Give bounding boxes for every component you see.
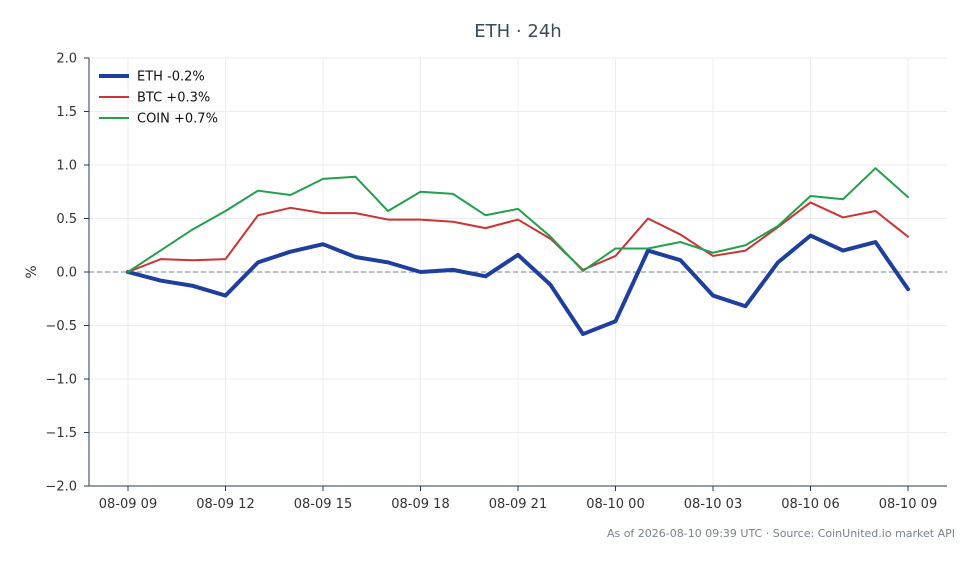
x-tick-label: 08-09 15 (294, 497, 352, 512)
legend-label-1: ETH -0.2% (137, 70, 205, 85)
series-line-1 (126, 233, 910, 337)
y-tick-label: 1.5 (56, 105, 77, 120)
series-line-3 (127, 167, 909, 273)
legend-label-3: COIN +0.7% (137, 112, 218, 127)
y-axis-ticks: 2.0 1.5 1.0 0.5 0.0 −0.5 −1.0 −1.5 −2.0 (45, 52, 89, 495)
y-tick-label: 2.0 (56, 52, 77, 67)
x-tick-label: 08-10 06 (781, 497, 839, 512)
x-axis-ticks: 08-09 09 08-09 12 08-09 15 08-09 18 08-09 21… (99, 486, 937, 512)
y-axis-label: % (24, 265, 40, 278)
legend-label-2: BTC +0.3% (137, 91, 210, 106)
x-tick-label: 08-09 09 (99, 497, 157, 512)
x-tick-label: 08-10 09 (879, 497, 937, 512)
x-tick-label: 08-09 12 (196, 497, 254, 512)
source-footnote: As of 2026-08-10 09:39 UTC · Source: Coi… (607, 527, 955, 540)
x-tick-label: 08-10 03 (684, 497, 742, 512)
y-tick-label: 0.5 (56, 212, 77, 227)
x-tick-label: 08-10 00 (586, 497, 644, 512)
y-tick-label: 1.0 (56, 159, 77, 174)
x-tick-label: 08-09 21 (489, 497, 547, 512)
y-tick-label: −1.5 (45, 426, 77, 441)
chart-title: ETH · 24h (474, 21, 561, 42)
legend: ETH -0.2% BTC +0.3% COIN +0.7% (99, 70, 218, 127)
y-tick-label: −1.0 (45, 373, 77, 388)
x-tick-label: 08-09 18 (391, 497, 449, 512)
y-tick-label: −0.5 (45, 319, 77, 334)
series-lines (126, 167, 910, 337)
y-tick-label: 0.0 (56, 266, 77, 281)
y-tick-label: −2.0 (45, 480, 77, 495)
